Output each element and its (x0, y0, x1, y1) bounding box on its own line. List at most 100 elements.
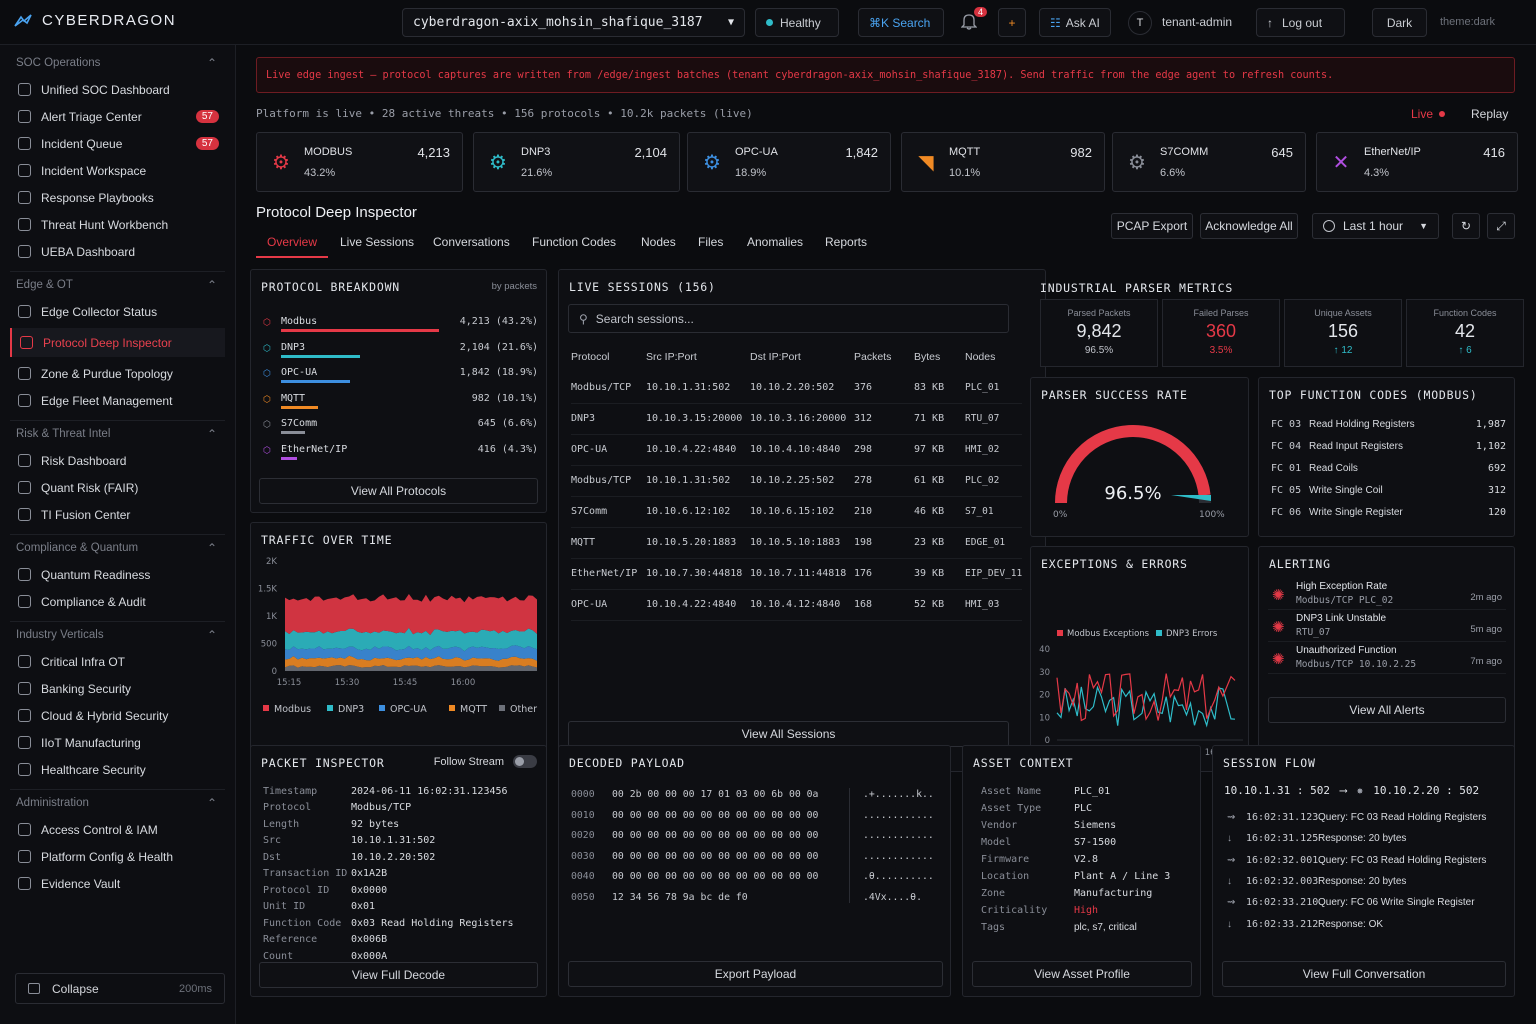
table-row[interactable]: OPC-UA 10.10.4.22:4840 10.10.4.12:4840 168 5… (571, 589, 1023, 621)
sidebar-item[interactable]: UEBA Dashboard (0, 238, 235, 265)
expand-button[interactable]: ⤢ (1487, 213, 1515, 239)
view-all-sessions-button[interactable]: View All Sessions (568, 721, 1009, 747)
breakdown-row[interactable]: ⬡ S7Comm 645 (6.6%) (261, 417, 538, 439)
tab-files[interactable]: Files (698, 235, 724, 249)
acknowledge-all-button[interactable]: Acknowledge All (1200, 213, 1298, 239)
table-row[interactable]: OPC-UA 10.10.4.22:4840 10.10.4.10:4840 298 9… (571, 434, 1023, 466)
add-button[interactable]: + (998, 8, 1026, 37)
sidebar-item[interactable]: Incident Queue 57 (0, 130, 235, 157)
sidebar-item[interactable]: Response Playbooks (0, 184, 235, 211)
sidebar-item[interactable]: Evidence Vault (0, 870, 235, 897)
protocol-card[interactable]: ◥ MQTT 982 10.1% (901, 132, 1105, 192)
sidebar-item[interactable]: Platform Config & Health (0, 843, 235, 870)
sidebar-item[interactable]: Critical Infra OT (0, 648, 235, 675)
follow-stream-toggle[interactable]: Follow Stream (434, 755, 537, 768)
tab-conversations[interactable]: Conversations (433, 235, 510, 249)
sidebar-item[interactable]: Incident Workspace (0, 157, 235, 184)
protocol-card[interactable]: ✕ EtherNet/IP 416 4.3% (1316, 132, 1518, 192)
sidebar-item[interactable]: Access Control & IAM (0, 816, 235, 843)
table-row[interactable]: EtherNet/IP 10.10.7.30:44818 10.10.7.11:44… (571, 558, 1023, 590)
health-badge[interactable]: Healthy (755, 8, 839, 37)
pcap-export-button[interactable]: PCAP Export (1111, 213, 1193, 239)
table-row[interactable]: S7Comm 10.10.6.12:102 10.10.6.15:102 210 46 … (571, 496, 1023, 528)
sidebar-item[interactable]: Compliance & Audit (0, 588, 235, 615)
sidebar-section-header[interactable]: Industry Verticals ⌃ (0, 622, 235, 648)
function-code-row[interactable]: FC 01 Read Coils 692 (1271, 463, 1506, 481)
breakdown-row[interactable]: ⬡ MQTT 982 (10.1%) (261, 392, 538, 414)
tenant-select[interactable]: cyberdragon-axix_mohsin_shafique_3187 ▼ (402, 8, 745, 37)
sidebar-item[interactable]: Cloud & Hybrid Security (0, 702, 235, 729)
sidebar-section-header[interactable]: SOC Operations ⌃ (0, 50, 235, 76)
notifications-button[interactable]: 4 (960, 7, 988, 31)
sidebar-item[interactable]: Risk Dashboard (0, 447, 235, 474)
sidebar-section-header[interactable]: Risk & Threat Intel ⌃ (0, 421, 235, 447)
view-all-protocols-button[interactable]: View All Protocols (259, 478, 538, 504)
replay-button[interactable]: Replay (1471, 107, 1509, 121)
table-row[interactable]: Modbus/TCP 10.10.1.31:502 10.10.2.20:502 37… (571, 372, 1023, 404)
breakdown-row[interactable]: ⬡ EtherNet/IP 416 (4.3%) (261, 443, 538, 465)
column-header[interactable]: Src IP:Port (646, 350, 697, 363)
sidebar-item[interactable]: Protocol Deep Inspector (10, 328, 225, 357)
time-range-select[interactable]: Last 1 hour ▼ (1312, 213, 1439, 239)
table-row[interactable]: Modbus/TCP 10.10.1.31:502 10.10.2.25:502 27… (571, 465, 1023, 497)
column-header[interactable]: Bytes (914, 350, 941, 363)
column-header[interactable]: Dst IP:Port (750, 350, 801, 363)
tab-live-sessions[interactable]: Live Sessions (340, 235, 415, 249)
sidebar-item[interactable]: Edge Collector Status (0, 298, 235, 325)
table-row[interactable]: DNP3 10.10.3.15:20000 10.10.3.16:20000 312 7… (571, 403, 1023, 435)
view-asset-profile-button[interactable]: View Asset Profile (972, 961, 1192, 987)
view-all-alerts-button[interactable]: View All Alerts (1268, 697, 1506, 723)
column-header[interactable]: Nodes (965, 350, 996, 363)
view-full-decode-button[interactable]: View Full Decode (259, 962, 538, 988)
sidebar-item[interactable]: Unified SOC Dashboard (0, 76, 235, 103)
tab-nodes[interactable]: Nodes (641, 235, 676, 249)
tab-anomalies[interactable]: Anomalies (747, 235, 804, 249)
brand-logo[interactable]: CYBERDRAGON (14, 12, 176, 29)
collapse-button[interactable]: Collapse 200ms (15, 973, 225, 1004)
protocol-card[interactable]: ⚙ MODBUS 4,213 43.2% (256, 132, 463, 192)
function-code-row[interactable]: FC 05 Write Single Coil 312 (1271, 485, 1506, 503)
column-header[interactable]: Packets (854, 350, 892, 363)
sidebar-section-header[interactable]: Administration ⌃ (0, 790, 235, 816)
field-value: 0x1A2B (351, 868, 388, 880)
protocol-card[interactable]: ⚙ DNP3 2,104 21.6% (473, 132, 680, 192)
search-button[interactable]: ⌘K Search (858, 8, 944, 37)
tab-reports[interactable]: Reports (825, 235, 868, 249)
export-payload-button[interactable]: Export Payload (568, 961, 943, 987)
logout-button[interactable]: ↑ Log out (1256, 8, 1345, 37)
tab-function-codes[interactable]: Function Codes (532, 235, 617, 249)
sidebar-item[interactable]: Quant Risk (FAIR) (0, 474, 235, 501)
alert-item[interactable]: ✺ High Exception Rate Modbus/TCP PLC_02 2m … (1268, 578, 1506, 610)
sidebar-section-header[interactable]: Edge & OT ⌃ (0, 272, 235, 298)
sidebar-item[interactable]: Quantum Readiness (0, 561, 235, 588)
table-row[interactable]: MQTT 10.10.5.20:1883 10.10.5.10:1883 198 23 … (571, 527, 1023, 559)
avatar[interactable]: T (1128, 11, 1152, 35)
breakdown-row[interactable]: ⬡ OPC-UA 1,842 (18.9%) (261, 366, 538, 388)
sidebar-item[interactable]: Zone & Purdue Topology (0, 360, 235, 387)
protocol-card[interactable]: ⚙ S7COMM 645 6.6% (1112, 132, 1306, 192)
tab-overview[interactable]: Overview (267, 235, 318, 249)
alert-item[interactable]: ✺ Unauthorized Function Modbus/TCP 10.10.2… (1268, 642, 1506, 674)
breakdown-row[interactable]: ⬡ DNP3 2,104 (21.6%) (261, 341, 538, 363)
view-full-conversation-button[interactable]: View Full Conversation (1222, 961, 1506, 987)
function-code-row[interactable]: FC 03 Read Holding Registers 1,987 (1271, 419, 1506, 437)
function-code-row[interactable]: FC 04 Read Input Registers 1,102 (1271, 441, 1506, 459)
alert-item[interactable]: ✺ DNP3 Link Unstable RTU_07 5m ago (1268, 610, 1506, 642)
sidebar-item[interactable]: Edge Fleet Management (0, 387, 235, 414)
sidebar-item[interactable]: Threat Hunt Workbench (0, 211, 235, 238)
breakdown-row[interactable]: ⬡ Modbus 4,213 (43.2%) (261, 315, 538, 337)
column-header[interactable]: Protocol (571, 350, 610, 363)
sidebar-section-header[interactable]: Compliance & Quantum ⌃ (0, 535, 235, 561)
sidebar-item[interactable]: TI Fusion Center (0, 501, 235, 528)
theme-toggle[interactable]: Dark (1372, 8, 1427, 37)
sidebar-item[interactable]: Healthcare Security (0, 756, 235, 783)
live-toggle[interactable]: Live (1411, 107, 1446, 121)
sidebar-item[interactable]: IIoT Manufacturing (0, 729, 235, 756)
refresh-button[interactable]: ↻ (1452, 213, 1480, 239)
sidebar-item[interactable]: Alert Triage Center 57 (0, 103, 235, 130)
sidebar-item[interactable]: Banking Security (0, 675, 235, 702)
ask-ai-button[interactable]: ☷ Ask AI (1039, 8, 1111, 37)
function-code-row[interactable]: FC 06 Write Single Register 120 (1271, 507, 1506, 525)
protocol-card[interactable]: ⚙ OPC-UA 1,842 18.9% (687, 132, 891, 192)
session-search-input[interactable]: ⚲ Search sessions... (568, 304, 1009, 333)
